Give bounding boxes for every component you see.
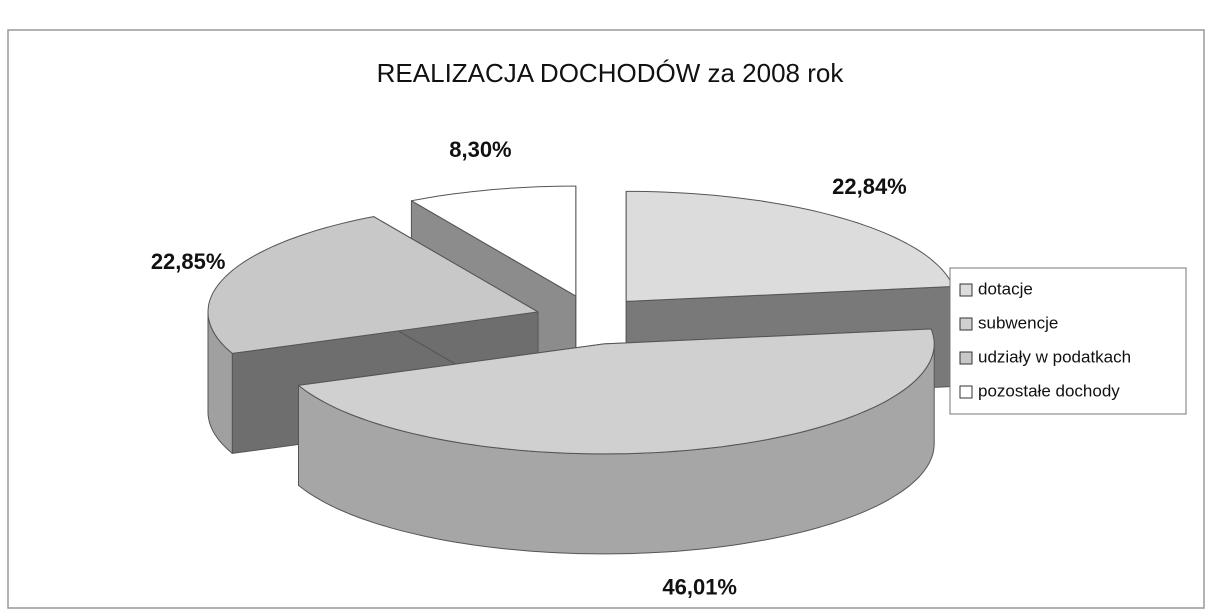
- data-label: 46,01%: [662, 575, 737, 600]
- legend-swatch: [959, 283, 973, 297]
- legend-swatch: [959, 351, 973, 365]
- data-label: 22,84%: [832, 174, 907, 199]
- legend-label: pozostałe dochody: [978, 381, 1120, 400]
- legend-box: [949, 267, 1187, 415]
- legend-swatch: [959, 385, 973, 399]
- slice-top: [625, 190, 954, 302]
- slice-top: [298, 328, 935, 455]
- pie-slice: [298, 328, 935, 555]
- legend-label: subwencje: [978, 313, 1058, 332]
- chart-title: REALIZACJA DOCHODÓW za 2008 rok: [377, 58, 845, 88]
- legend-label: dotacje: [978, 279, 1033, 298]
- data-label: 8,30%: [449, 137, 511, 162]
- legend-swatch: [959, 317, 973, 331]
- data-label: 22,85%: [151, 249, 226, 274]
- slice-top: [207, 216, 539, 354]
- slice-top: [410, 185, 577, 297]
- legend-label: udziały w podatkach: [978, 347, 1131, 366]
